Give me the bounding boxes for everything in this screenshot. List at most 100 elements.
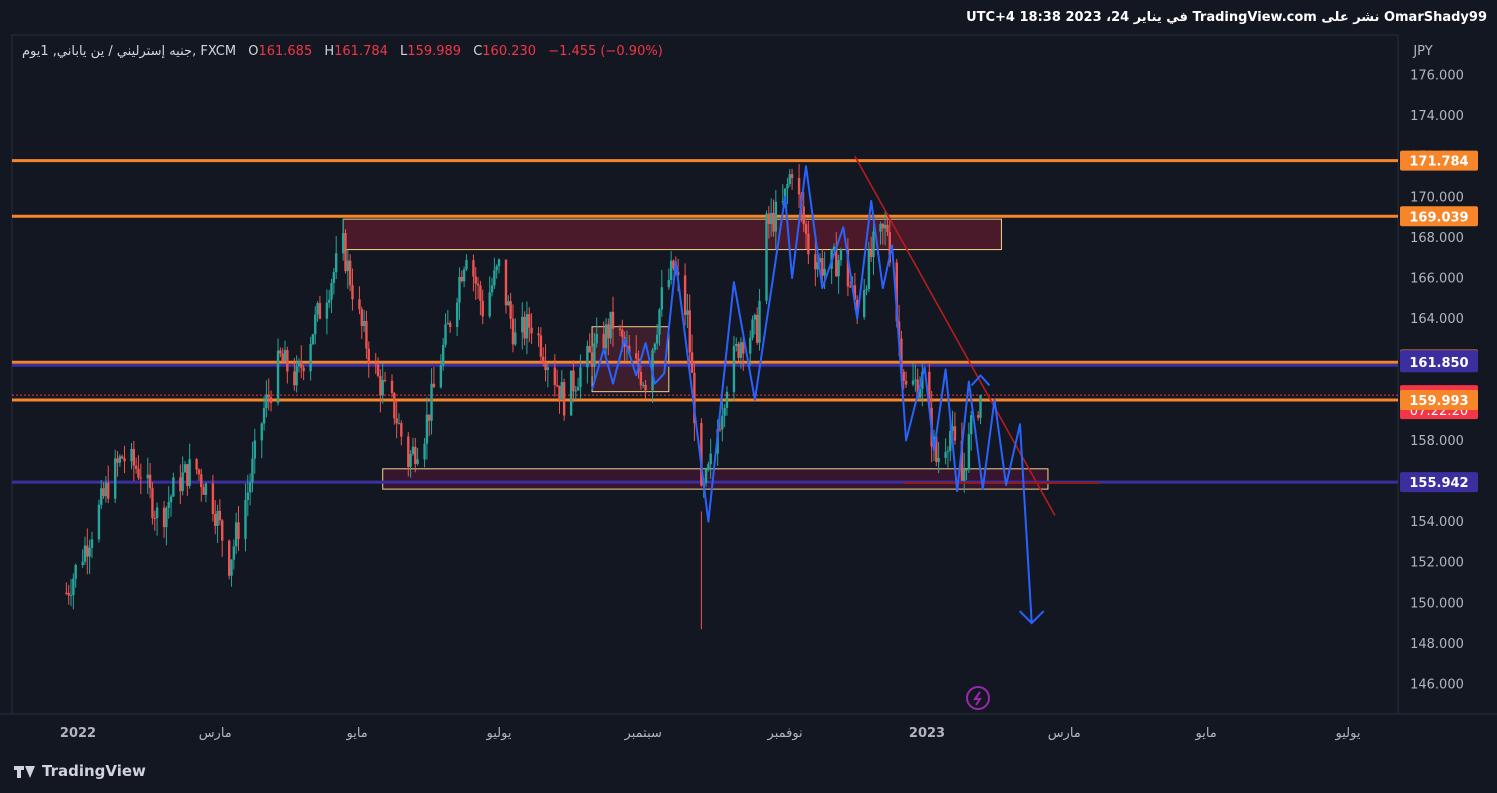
candle-body [849, 286, 852, 288]
candle-body [856, 299, 859, 318]
candle-body [218, 510, 222, 521]
lightning-icon [966, 686, 990, 710]
candle-body [169, 496, 173, 503]
price-badge-value: 161.955 [1409, 354, 1468, 369]
candle-body [116, 458, 119, 463]
candle-body [788, 174, 791, 185]
brand-name: TradingView [42, 762, 146, 780]
candle-body [897, 321, 901, 339]
time-tick-label: يوليو [1335, 726, 1361, 741]
symbol-name[interactable]: جنيه إسترليني / ين ياباني, 1يوم, FXCM [22, 44, 237, 59]
candle-body [872, 231, 875, 258]
candle-body [702, 482, 705, 486]
candle-body [774, 201, 778, 232]
candle-body [81, 561, 84, 565]
candle-body [104, 482, 108, 497]
candle-body [530, 327, 533, 334]
projection-path [591, 165, 1033, 624]
candle-body [911, 380, 915, 385]
candle-body [790, 174, 794, 179]
currency-label: JPY [1412, 44, 1432, 59]
candle-body [507, 301, 510, 306]
candle-body [667, 279, 671, 288]
candle-body [821, 258, 824, 276]
price-badge [1400, 385, 1478, 420]
candle-body [628, 345, 631, 354]
candle-body [823, 268, 826, 276]
candle-body [786, 184, 789, 189]
candle-body [132, 448, 136, 466]
candle-body [704, 469, 708, 483]
candle-body [260, 423, 263, 441]
candle-body [951, 426, 954, 431]
candle-body [611, 311, 615, 329]
candle-body [411, 446, 415, 455]
candle-body [772, 212, 775, 232]
candle-body [251, 458, 254, 483]
tradingview-logo[interactable]: TradingView [14, 762, 146, 780]
price-tick-label: 162.000 [1410, 353, 1464, 368]
price-badge [1400, 352, 1478, 373]
candle-body [837, 260, 840, 277]
candle-body [683, 275, 687, 315]
candle-body [221, 520, 224, 541]
price-badge-countdown: 07:22:20 [1410, 404, 1468, 419]
candle-body [655, 334, 659, 344]
candle-body [90, 539, 94, 548]
candle-body [360, 309, 363, 326]
candle-body [732, 346, 736, 392]
candle-body [900, 338, 903, 372]
candle-body [281, 353, 284, 362]
price-tick-label: 160.000 [1410, 393, 1464, 408]
candle-body [928, 371, 931, 408]
candle-body [162, 507, 166, 528]
time-tick-label: 2023 [909, 726, 945, 741]
candle-body [293, 371, 296, 386]
candle-body [669, 260, 673, 280]
candle-body [374, 362, 377, 365]
candle-body [749, 337, 752, 354]
candle-body [693, 372, 696, 424]
time-tick-label: نوفمبر [767, 726, 803, 741]
time-tick-label: مايو [1194, 726, 1216, 741]
candle-body [423, 443, 426, 460]
candle-body [916, 379, 919, 398]
candle-body [200, 474, 203, 488]
candle-body [383, 379, 387, 381]
candle-body [707, 464, 710, 470]
candle-body [653, 343, 657, 350]
price-badge [1400, 206, 1478, 227]
candle-body [830, 249, 833, 269]
candle-body [802, 206, 805, 225]
candle-body [672, 260, 675, 269]
price-badge [1400, 350, 1478, 371]
candle-body [509, 301, 512, 319]
zone-box [382, 468, 1049, 490]
candle-body [188, 459, 191, 486]
candle-body [853, 285, 857, 300]
candle-body [769, 212, 773, 225]
candle-body [253, 440, 256, 459]
price-tick-label: 158.000 [1410, 434, 1464, 449]
candle-body [953, 426, 957, 441]
candle-body [721, 415, 724, 430]
candle-body [528, 314, 531, 328]
candle-body [595, 333, 598, 344]
candle-body [297, 361, 301, 367]
candle-body [800, 194, 803, 207]
candle-body [318, 303, 322, 319]
candle-body [216, 510, 219, 526]
candle-body [862, 290, 866, 318]
candle-body [267, 394, 270, 398]
candle-body [311, 334, 315, 345]
price-tick-label: 154.000 [1410, 515, 1464, 530]
candle-body [902, 371, 905, 381]
candle-body [960, 440, 964, 481]
price-badge-value: 169.039 [1409, 210, 1468, 225]
candle-body [504, 259, 508, 306]
candle-body [211, 483, 215, 514]
high-label: H [324, 44, 335, 59]
candle-body [151, 488, 154, 519]
candle-body [623, 336, 626, 347]
